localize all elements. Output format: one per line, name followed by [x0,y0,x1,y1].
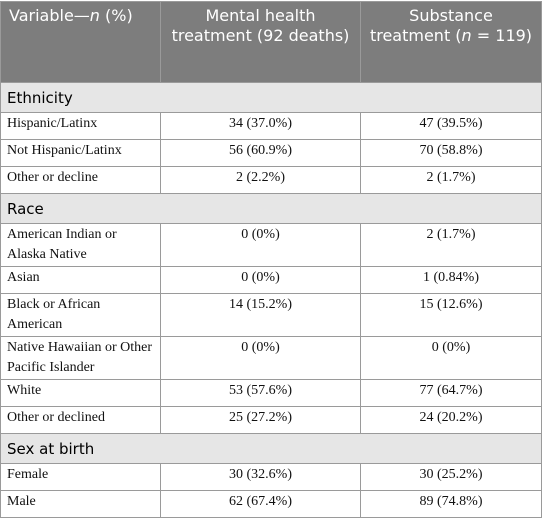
value-cell: 34 (37.0%) [160,112,361,140]
row-label: Other or declined [0,406,161,434]
value-cell: 56 (60.9%) [160,139,361,167]
data-row: White 53 (57.6%) 77 (64.7%) [0,379,542,407]
header-text: n [89,6,100,25]
value-cell: 1 (0.84%) [360,266,542,294]
data-row: Native Hawaiian or Other Pacific Islande… [0,336,542,380]
row-label: Male [0,490,161,518]
header-text: = 119) [471,26,533,45]
value-cell: 0 (0%) [160,336,361,380]
section-row: Ethnicity [0,82,542,113]
value-cell: 25 (27.2%) [160,406,361,434]
value-cell: 15 (12.6%) [360,293,542,337]
header-text: Mental health treatment (92 deaths) [171,6,350,45]
header-text: (%) [99,6,133,25]
header-row: Variable—n (%) Mental health treatment (… [0,1,542,83]
section-title: Race [0,193,542,224]
header-text: Variable— [9,6,90,25]
header-cell: Mental health treatment (92 deaths) [160,1,361,83]
value-cell: 47 (39.5%) [360,112,542,140]
data-row: Asian 0 (0%) 1 (0.84%) [0,266,542,294]
data-row: Other or decline 2 (2.2%) 2 (1.7%) [0,166,542,194]
value-cell: 30 (25.2%) [360,463,542,491]
section-row: Sex at birth [0,433,542,464]
row-label: White [0,379,161,407]
table-body: Ethnicity Hispanic/Latinx 34 (37.0%) 47 (39… [0,82,542,518]
value-cell: 2 (2.2%) [160,166,361,194]
data-row: Female 30 (32.6%) 30 (25.2%) [0,463,542,491]
row-label: American Indian or Alaska Native [0,223,161,267]
value-cell: 89 (74.8%) [360,490,542,518]
value-cell: 2 (1.7%) [360,166,542,194]
value-cell: 24 (20.2%) [360,406,542,434]
data-row: Hispanic/Latinx 34 (37.0%) 47 (39.5%) [0,112,542,140]
header-text: Substance treatment ( [369,6,493,45]
data-row: American Indian or Alaska Native 0 (0%) 2 … [0,223,542,267]
value-cell: 53 (57.6%) [160,379,361,407]
data-row: Not Hispanic/Latinx 56 (60.9%) 70 (58.8%) [0,139,542,167]
section-title: Sex at birth [0,433,542,464]
row-label: Asian [0,266,161,294]
value-cell: 0 (0%) [160,223,361,267]
section-title: Ethnicity [0,82,542,113]
section-row: Race [0,193,542,224]
row-label: Female [0,463,161,491]
value-cell: 62 (67.4%) [160,490,361,518]
data-row: Other or declined 25 (27.2%) 24 (20.2%) [0,406,542,434]
row-label: Black or African American [0,293,161,337]
data-row: Black or African American 14 (15.2%) 15 (1… [0,293,542,337]
row-label: Native Hawaiian or Other Pacific Islande… [0,336,161,380]
value-cell: 30 (32.6%) [160,463,361,491]
row-label: Hispanic/Latinx [0,112,161,140]
data-row: Male 62 (67.4%) 89 (74.8%) [0,490,542,518]
header-cell: Substance treatment (n = 119) [360,1,542,83]
header-cell: Variable—n (%) [0,1,161,83]
value-cell: 77 (64.7%) [360,379,542,407]
value-cell: 14 (15.2%) [160,293,361,337]
value-cell: 70 (58.8%) [360,139,542,167]
value-cell: 0 (0%) [160,266,361,294]
value-cell: 0 (0%) [360,336,542,380]
value-cell: 2 (1.7%) [360,223,542,267]
header-text: n [461,26,472,45]
row-label: Other or decline [0,166,161,194]
row-label: Not Hispanic/Latinx [0,139,161,167]
